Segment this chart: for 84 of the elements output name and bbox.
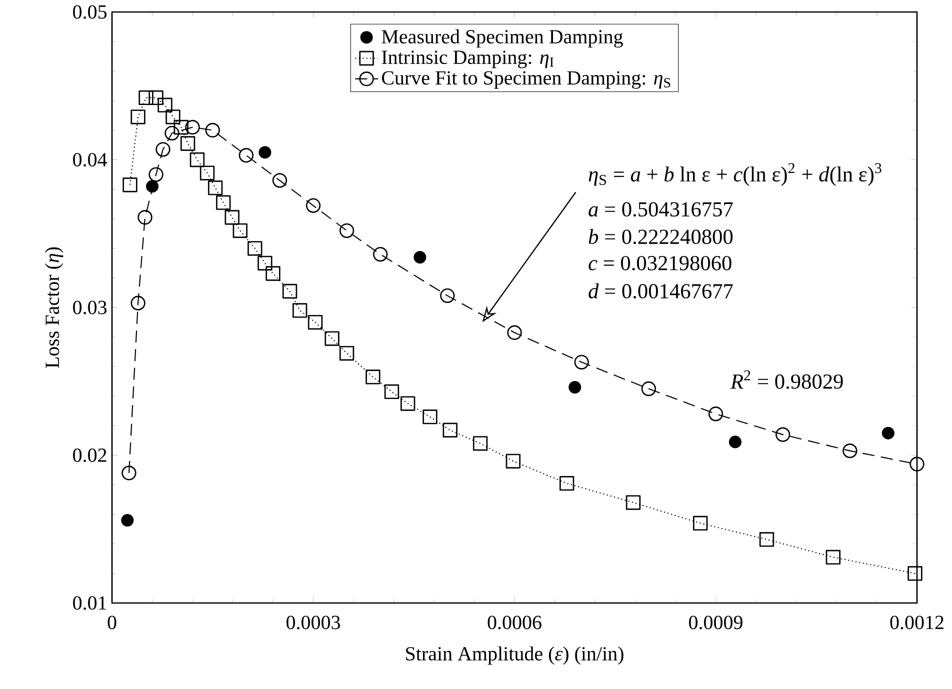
x-tick-label: 0 [108, 616, 116, 630]
point [122, 178, 138, 192]
point [130, 110, 146, 124]
y-tick-label: 0.03 [73, 300, 107, 314]
point [626, 495, 641, 510]
point [568, 381, 582, 394]
annotation: a = 0.504316757 [588, 202, 733, 217]
point [759, 532, 774, 547]
point [164, 126, 180, 140]
point [339, 223, 354, 238]
point [148, 167, 164, 182]
point [216, 195, 231, 210]
point [692, 516, 708, 531]
point [185, 120, 200, 135]
point [258, 256, 272, 271]
point [166, 110, 180, 124]
annotation: d = 0.001467677 [588, 283, 733, 298]
annotation: R$^{2}$ = 0.98029 [730, 370, 843, 389]
annotation: b = 0.222240800 [588, 229, 733, 244]
point [224, 210, 240, 225]
point [122, 466, 136, 480]
point [708, 406, 724, 422]
point [306, 198, 321, 213]
point [339, 346, 354, 361]
point [422, 409, 438, 424]
point [882, 426, 894, 440]
point [308, 314, 323, 330]
x-tick-label: 0.0012 [890, 616, 944, 630]
point [826, 550, 840, 565]
point [200, 166, 215, 180]
point [400, 396, 416, 411]
point [440, 288, 455, 304]
legend-label: Measured Specimen Damping [382, 29, 623, 48]
point [146, 180, 159, 193]
point [238, 148, 254, 163]
point [506, 454, 521, 468]
point [232, 223, 248, 238]
x-tick-label: 0.0006 [488, 616, 542, 630]
point [180, 136, 196, 151]
point [174, 120, 188, 135]
point [158, 98, 172, 112]
point [776, 427, 790, 442]
point [442, 422, 458, 438]
x-tick-label: 0.0003 [286, 616, 340, 630]
point [292, 303, 308, 318]
text: η$_{S}$ = a + b ln ε + c(ln ε)$^{2}$ + d(ln ε)$^{3}$ [588, 163, 882, 186]
y-tick-label: 0.05 [73, 5, 107, 19]
point [121, 514, 134, 527]
point [272, 173, 288, 188]
point [138, 90, 154, 106]
point [641, 381, 656, 396]
x-tick-label: 0.0009 [689, 616, 742, 630]
point [248, 241, 262, 256]
point [205, 122, 220, 138]
point [842, 443, 858, 458]
point [373, 246, 388, 262]
point [258, 146, 272, 159]
point [472, 436, 488, 451]
point [414, 250, 426, 264]
annotation: c = 0.032198060 [588, 256, 732, 270]
point [559, 476, 574, 491]
point [908, 566, 922, 581]
point [574, 354, 589, 370]
point [282, 284, 298, 299]
point [507, 325, 522, 340]
y-tick-label: 0.02 [73, 448, 106, 462]
point [130, 296, 146, 310]
point [156, 142, 170, 157]
point [266, 266, 280, 281]
point [148, 90, 164, 106]
legend-label: Curve Fit to Specimen Damping: η$_{S}$ [382, 71, 670, 89]
x-axis-title: Strain Amplitude (ε) (in/in) [406, 646, 624, 665]
y-tick-label: 0.01 [73, 596, 106, 610]
point [384, 384, 400, 400]
point [366, 370, 380, 384]
point [138, 210, 152, 225]
point [728, 436, 742, 448]
y-axis-title: Loss Factor (η) [45, 247, 64, 368]
point [190, 152, 205, 168]
legend-label: Intrinsic Damping: η$_{I}$ [382, 50, 554, 68]
y-tick-label: 0.04 [73, 152, 107, 167]
point [208, 180, 223, 196]
point [910, 456, 924, 472]
point [324, 331, 340, 346]
